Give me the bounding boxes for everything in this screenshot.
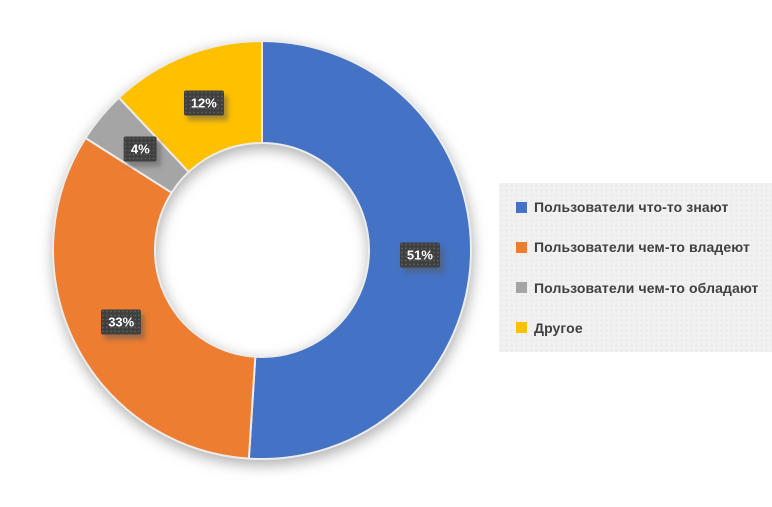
legend: Пользователи что-то знают Пользователи ч… <box>499 183 772 352</box>
legend-swatch-icon <box>516 201 527 213</box>
legend-swatch-icon <box>516 282 527 294</box>
legend-label: Пользователи чем-то обладают <box>534 279 759 296</box>
legend-label: Пользователи что-то знают <box>534 199 729 216</box>
data-label: 51% <box>399 242 440 268</box>
legend-item: Пользователи чем-то владеют <box>516 239 772 255</box>
legend-swatch-icon <box>516 241 527 253</box>
donut-slices <box>52 40 472 460</box>
data-label: 4% <box>123 136 157 162</box>
legend-item: Пользователи что-то знают <box>516 199 772 215</box>
legend-item: Пользователи чем-то обладают <box>516 280 772 296</box>
legend-label: Пользователи чем-то владеют <box>534 239 750 256</box>
legend-item: Другое <box>516 320 772 336</box>
legend-swatch-icon <box>516 322 527 334</box>
pie-slice <box>247 40 472 460</box>
data-label: 33% <box>101 309 142 335</box>
pie-slice <box>52 137 257 460</box>
legend-label: Другое <box>534 319 583 336</box>
data-label: 12% <box>183 90 224 116</box>
